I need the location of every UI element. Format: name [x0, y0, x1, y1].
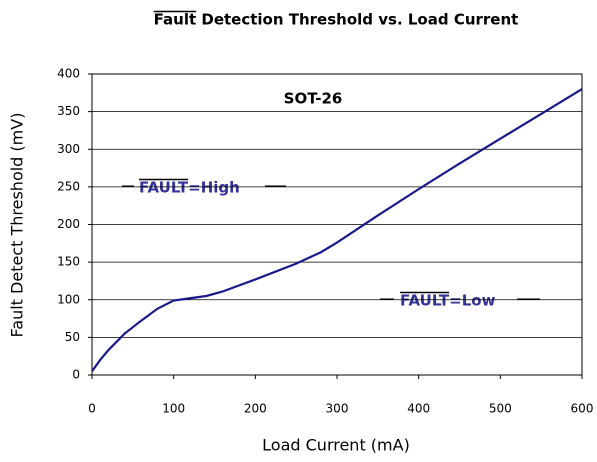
x-tick-label: 300 [326, 402, 349, 416]
x-tick-label: 0 [88, 402, 96, 416]
data-line [91, 88, 583, 372]
x-tick-label: 500 [489, 402, 512, 416]
y-tick-label: 50 [65, 330, 80, 344]
x-tick-label: 100 [162, 402, 185, 416]
x-tick-label: 600 [571, 402, 594, 416]
y-tick-label: 150 [57, 255, 80, 269]
x-tick-label: 200 [244, 402, 267, 416]
y-tick-label: 300 [57, 142, 80, 156]
y-axis-label: Fault Detect Threshold (mV) [8, 113, 27, 338]
plot-frame [91, 73, 583, 376]
chart-title: Fault Detection Threshold vs. Load Curre… [154, 11, 519, 29]
x-axis-label: Load Current (mA) [262, 436, 410, 455]
annotation: FAULT=Low [400, 292, 496, 310]
x-tick-label: 400 [407, 402, 430, 416]
y-tick-label: 0 [72, 368, 80, 382]
y-tick-label: 350 [57, 104, 80, 118]
y-tick-label: 100 [57, 292, 80, 306]
y-tick-label: 250 [57, 179, 80, 193]
y-tick-label: 400 [57, 67, 80, 81]
annotation: FAULT=High [139, 179, 240, 197]
y-tick-label: 200 [57, 217, 80, 231]
annotation: SOT-26 [284, 90, 343, 108]
